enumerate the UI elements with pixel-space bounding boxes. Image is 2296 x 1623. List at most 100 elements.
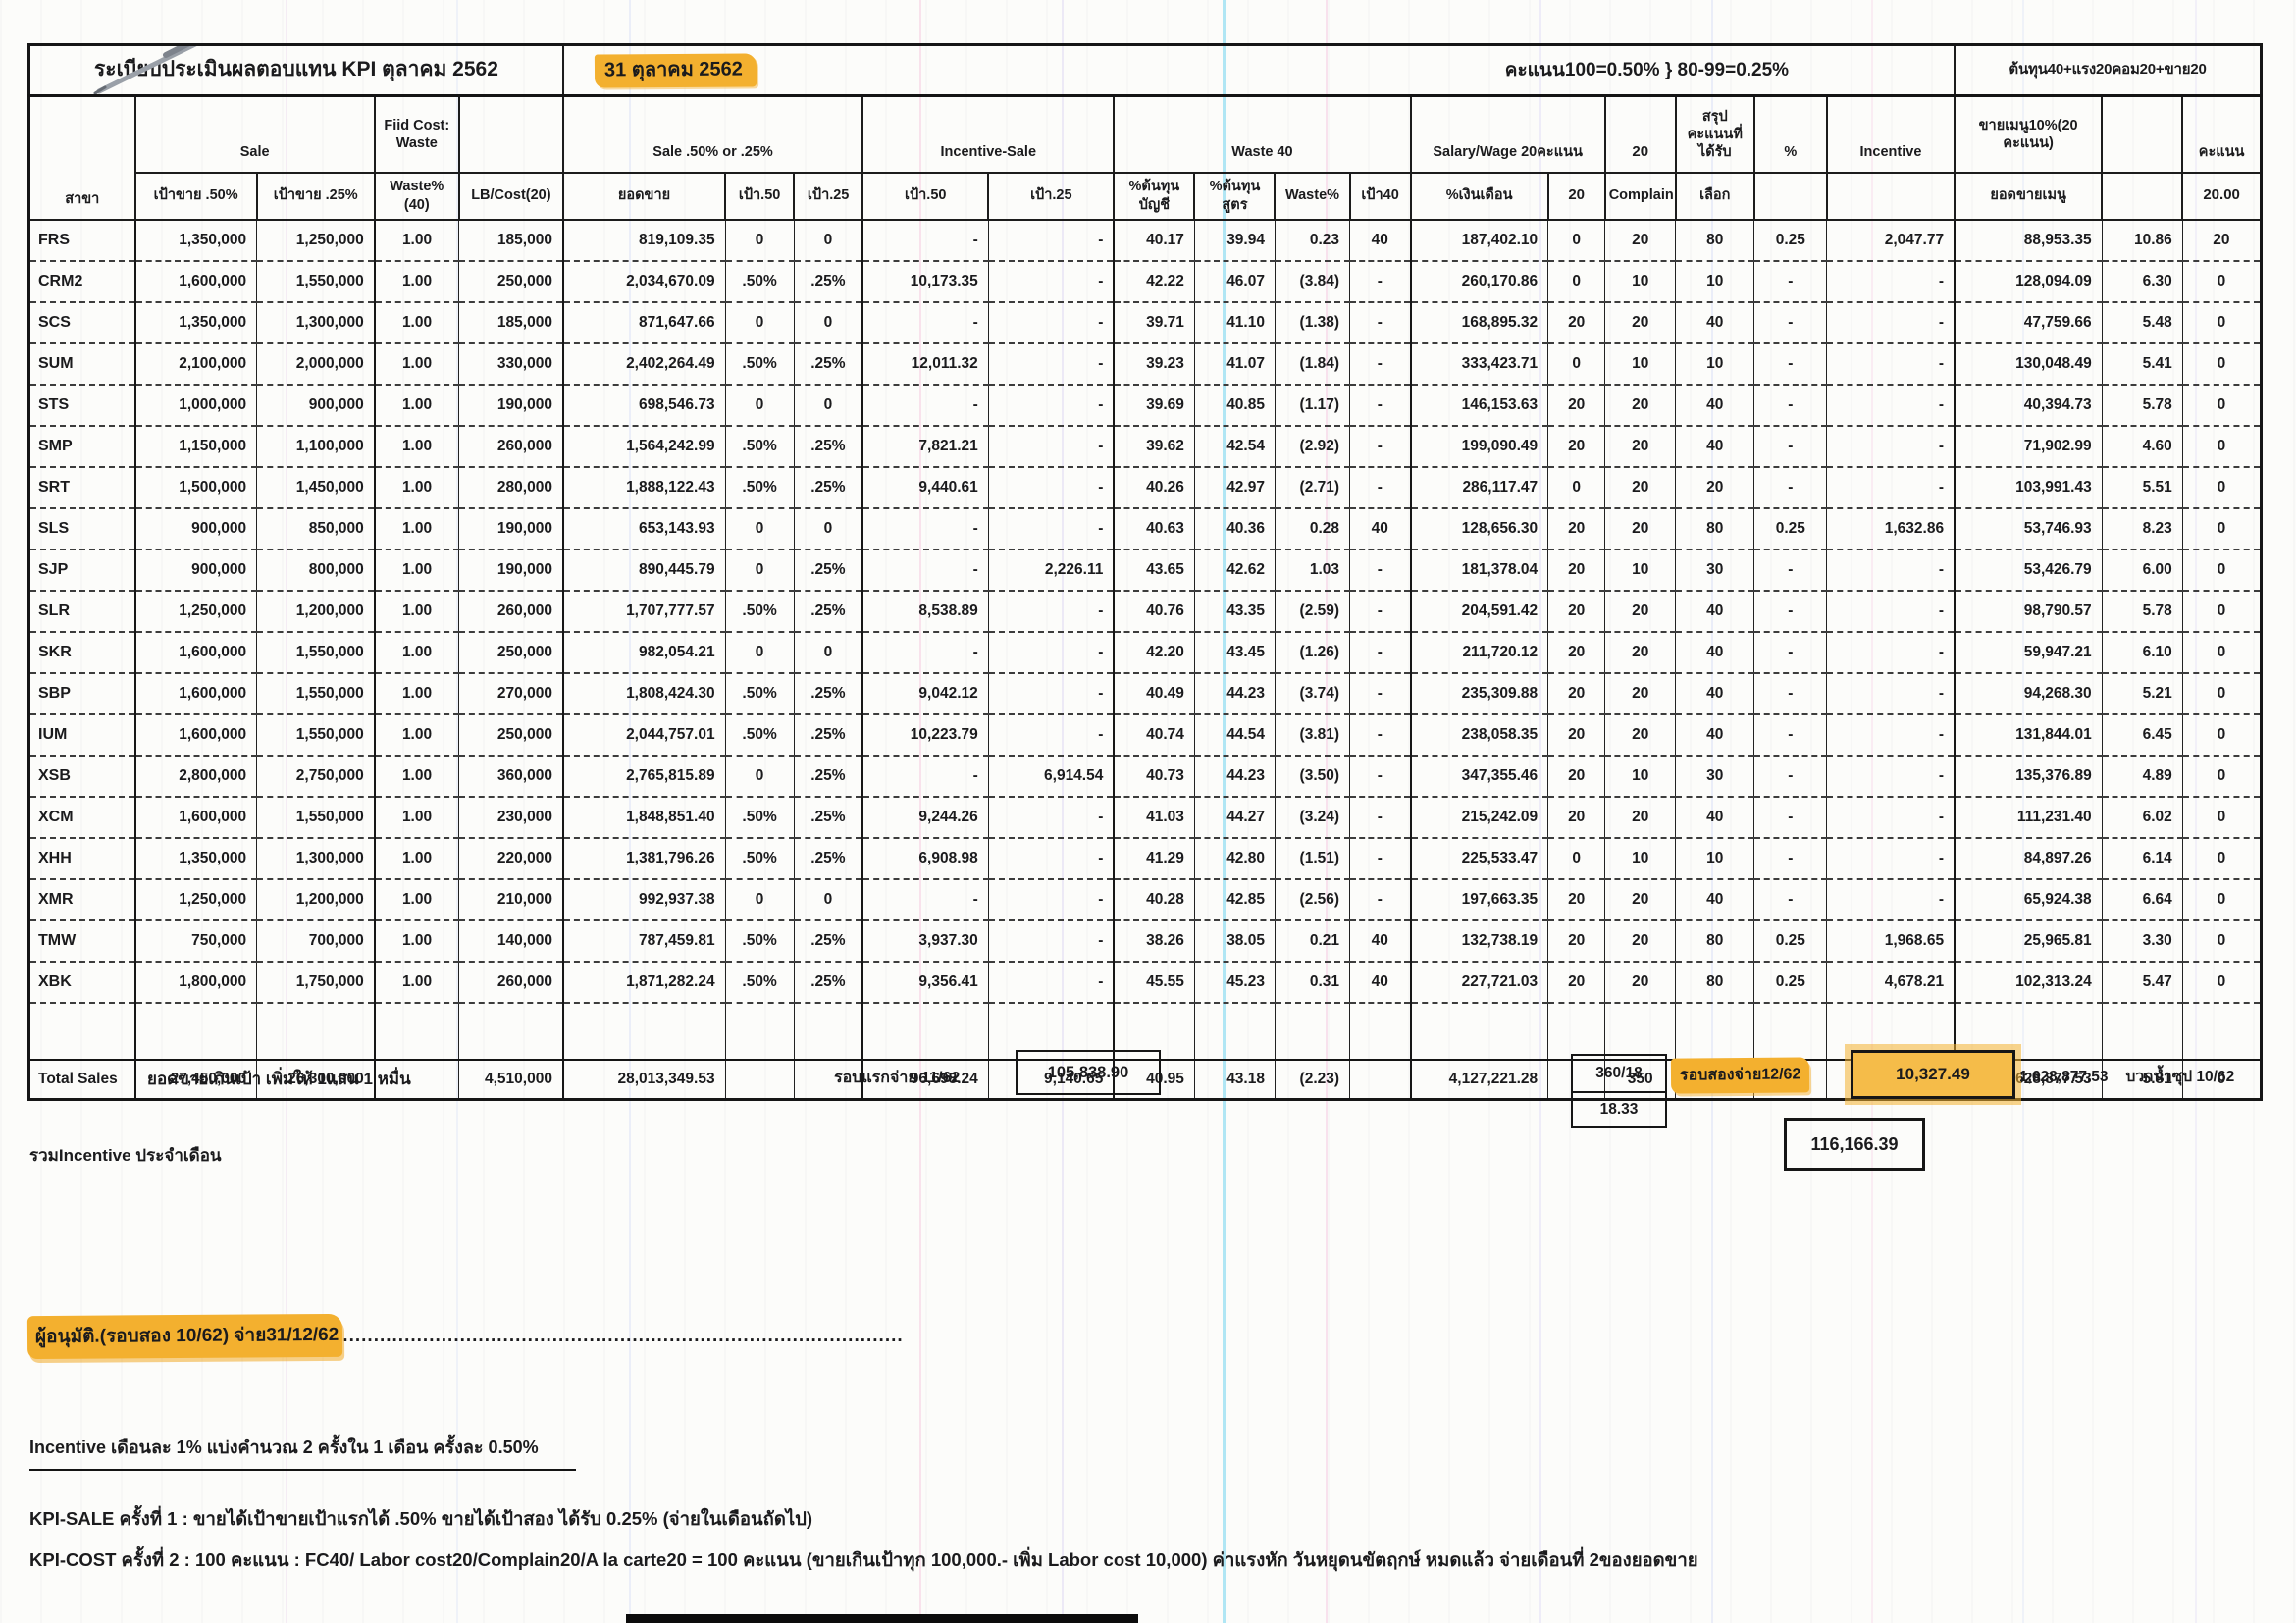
table-cell — [1274, 1002, 1351, 1061]
table-cell: 0 — [2181, 342, 2263, 386]
table-cell: - — [861, 631, 989, 674]
table-cell: (2.59) — [1274, 590, 1351, 633]
table-cell: 5.51 — [2101, 466, 2183, 509]
table-cell: 698,546.73 — [561, 384, 726, 427]
table-cell: 20 — [1604, 425, 1677, 468]
table-cell: 0 — [2181, 755, 2263, 798]
table-cell: - — [1753, 713, 1828, 757]
table-cell: 25,965.81 — [1954, 919, 2103, 963]
table-cell: 0 — [724, 219, 795, 262]
table-cell: 0.25 — [1753, 219, 1828, 262]
table-cell: 0 — [793, 219, 863, 262]
table-cell: 9,440.61 — [861, 466, 989, 509]
column-header: Waste%(40) — [373, 171, 460, 221]
table-cell: 1.00 — [373, 796, 460, 839]
column-header: Waste% — [1274, 171, 1351, 221]
table-cell: .50% — [724, 961, 795, 1004]
table-cell: 42.80 — [1193, 837, 1276, 880]
table-cell: 44.23 — [1193, 672, 1276, 715]
table-cell: 40 — [1675, 672, 1755, 715]
table-cell: 0 — [2181, 549, 2263, 592]
table-cell: 0 — [1547, 342, 1606, 386]
table-cell: 1.00 — [373, 713, 460, 757]
column-header: %ต้นทุน บัญชี — [1113, 171, 1196, 221]
table-cell: 2,000,000 — [256, 342, 376, 386]
table-row: SLS 900,000 850,000 1.00 190,000 653,143.93 0 0… — [27, 507, 2263, 550]
table-cell: 1,200,000 — [256, 590, 376, 633]
table-cell — [861, 1002, 989, 1061]
table-cell: 0 — [2181, 507, 2263, 550]
table-cell — [793, 1002, 863, 1061]
table-cell: 1,600,000 — [133, 713, 258, 757]
table-cell: 210,000 — [458, 878, 564, 921]
table-cell: 211,720.12 — [1409, 631, 1549, 674]
table-cell: 280,000 — [458, 466, 564, 509]
table-cell: 10 — [1604, 755, 1677, 798]
table-cell: 94,268.30 — [1954, 672, 2103, 715]
table-cell: 65,924.38 — [1954, 878, 2103, 921]
table-cell: 0 — [2181, 466, 2263, 509]
monthly-incentive-label: รวมIncentive ประจำเดือน — [29, 1146, 222, 1165]
table-cell — [1409, 1002, 1549, 1061]
table-cell: .25% — [793, 919, 863, 963]
table-cell: 360,000 — [458, 755, 564, 798]
table-cell: XBK — [27, 961, 136, 1004]
table-cell: - — [1753, 425, 1828, 468]
table-header: ระเบียบประเมินผลตอบแทน KPI ตุลาคม 2562 3… — [27, 43, 2263, 221]
table-cell: 20 — [1604, 713, 1677, 757]
table-cell: 2,750,000 — [256, 755, 376, 798]
table-cell: 4,510,000 — [458, 1058, 564, 1099]
table-cell: 185,000 — [458, 219, 564, 262]
group-header-menu-sale: ขายเมนู10%(20 คะแนน) — [1954, 94, 2104, 174]
table-cell: - — [861, 549, 989, 592]
table-cell: - — [861, 301, 989, 344]
table-cell: 0 — [2181, 384, 2263, 427]
table-cell: 1.00 — [373, 755, 460, 798]
table-cell: 20 — [1675, 466, 1755, 509]
table-cell: 1,600,000 — [133, 260, 258, 303]
table-cell: 80 — [1675, 219, 1755, 262]
table-cell: .25% — [793, 549, 863, 592]
table-cell: 0 — [2181, 631, 2263, 674]
table-cell: 1.00 — [373, 590, 460, 633]
table-cell: 250,000 — [458, 631, 564, 674]
table-cell: 1,871,282.24 — [561, 961, 726, 1004]
table-cell: 46.07 — [1193, 260, 1276, 303]
table-cell: 750,000 — [133, 919, 258, 963]
table-cell: - — [861, 755, 989, 798]
table-cell: 44.23 — [1193, 755, 1276, 798]
table-cell: 6,914.54 — [987, 755, 1115, 798]
table-cell: STS — [27, 384, 136, 427]
table-cell: .25% — [793, 466, 863, 509]
table-cell: - — [987, 466, 1115, 509]
table-cell: 800,000 — [256, 549, 376, 592]
table-cell: 80 — [1675, 507, 1755, 550]
table-cell: 20 — [1604, 796, 1677, 839]
table-row: SBP 1,600,000 1,550,000 1.00 270,000 1,808,42… — [27, 672, 2263, 715]
table-cell: FRS — [27, 219, 136, 262]
approver-line: ผู้อนุมัติ.(รอบสอง 10/62) จ่าย31/12/62..… — [26, 1313, 904, 1360]
table-cell: 10 — [1604, 837, 1677, 880]
table-cell: - — [987, 713, 1115, 757]
table-cell: (1.38) — [1274, 301, 1351, 344]
table-cell: 30 — [1675, 755, 1755, 798]
table-cell: - — [987, 878, 1115, 921]
table-cell: 40 — [1675, 301, 1755, 344]
table-cell: .25% — [793, 425, 863, 468]
table-cell: - — [1826, 837, 1956, 880]
table-cell: 1,381,796.26 — [561, 837, 726, 880]
table-cell: - — [1826, 713, 1956, 757]
table-cell: 20 — [1604, 466, 1677, 509]
table-cell: 0 — [2181, 919, 2263, 963]
group-header-sale-50-25: Sale .50% or .25% — [561, 94, 864, 174]
table-cell: 45.55 — [1113, 961, 1195, 1004]
table-cell: 42.62 — [1193, 549, 1276, 592]
table-cell: .50% — [724, 713, 795, 757]
table-cell: 20 — [1547, 919, 1606, 963]
table-cell: - — [1753, 260, 1828, 303]
table-cell: Total Sales — [27, 1058, 136, 1099]
table-cell: 39.94 — [1193, 219, 1276, 262]
table-cell: 10 — [1604, 549, 1677, 592]
table-cell: 20 — [1547, 507, 1606, 550]
